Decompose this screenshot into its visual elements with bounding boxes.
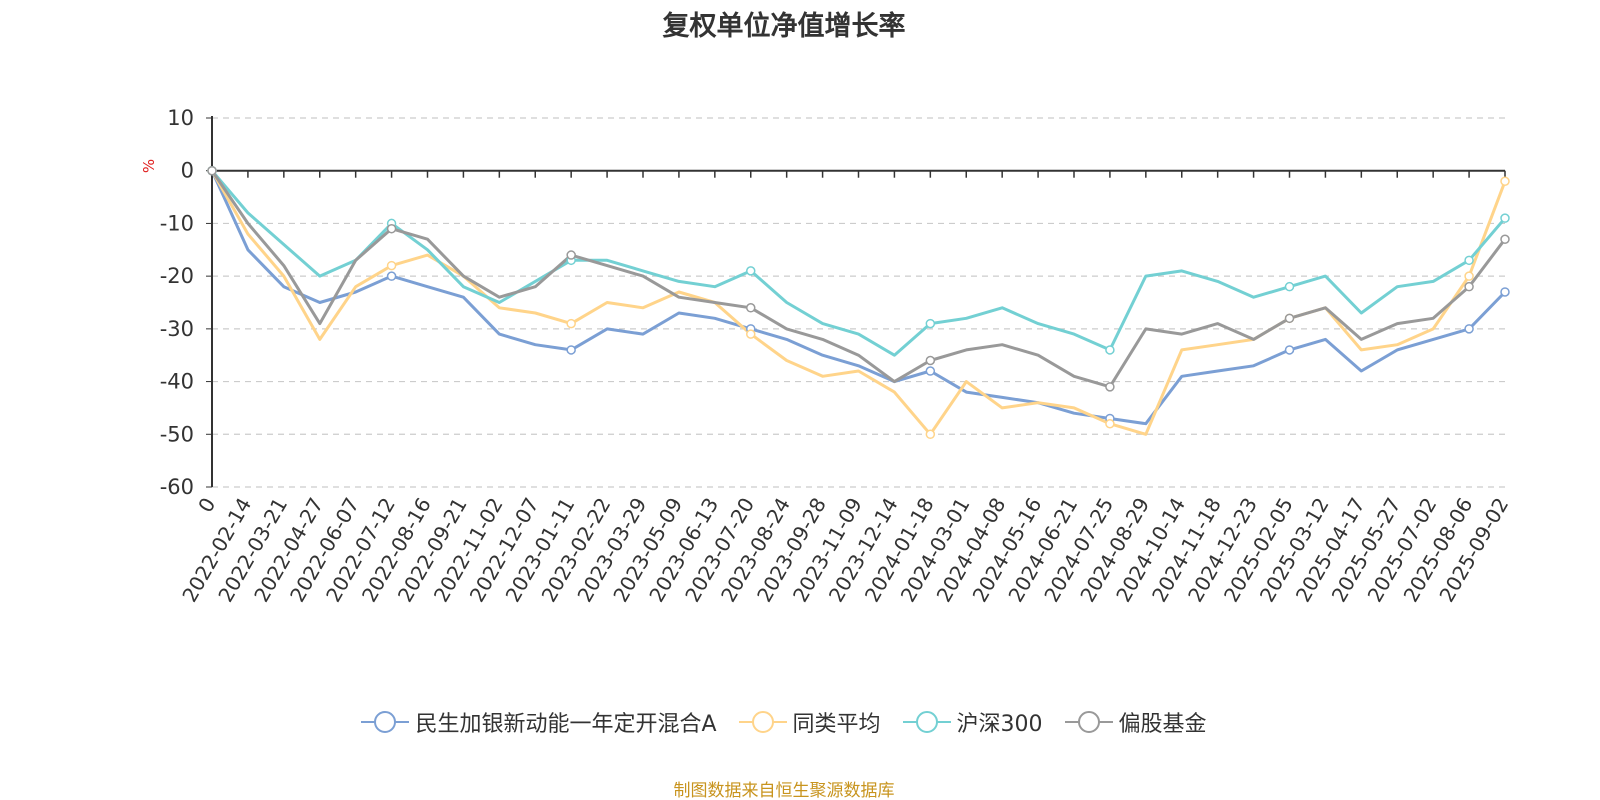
y-tick-label: 10 <box>167 106 194 130</box>
legend-label-csi300: 沪深300 <box>956 712 1043 737</box>
series-point-0 <box>1500 287 1510 297</box>
series-point-3 <box>925 355 936 366</box>
legend-symbol-peer-average <box>738 711 787 733</box>
legend-item-equity-funds[interactable]: 偏股基金 <box>1064 706 1207 738</box>
series-line-0 <box>210 170 1507 426</box>
series-markers <box>207 165 1510 440</box>
y-tick-label: 0 <box>181 159 194 183</box>
legend-item-csi300[interactable]: 沪深300 <box>902 706 1043 738</box>
chart-title: 复权单位净值增长率 <box>662 11 906 42</box>
y-tick-label: -50 <box>160 422 194 446</box>
y-tick-label: -30 <box>160 317 194 341</box>
series-point-0 <box>566 345 576 355</box>
series-line-1 <box>210 169 1507 436</box>
series-point-0 <box>1464 324 1474 334</box>
series-point-0 <box>386 271 397 281</box>
series-point-2 <box>746 266 756 276</box>
legend-symbol-fund <box>361 711 410 733</box>
series-point-2 <box>1500 213 1510 223</box>
series-point-3 <box>1284 313 1295 324</box>
legend-symbol-csi300 <box>902 711 951 733</box>
legend-symbol-equity-funds <box>1064 711 1113 733</box>
legend-item-fund[interactable]: 民生加银新动能一年定开混合A <box>361 706 717 738</box>
y-tick-label: -20 <box>160 264 194 288</box>
y-tick-label: -60 <box>160 475 194 499</box>
series-point-1 <box>1500 176 1510 187</box>
series-point-3 <box>1464 281 1474 292</box>
series-point-1 <box>746 329 756 339</box>
series-point-1 <box>1105 418 1115 429</box>
x-tick-label: 0 <box>193 494 220 517</box>
chart-legend: 民生加银新动能一年定开混合A 同类平均 沪深300 偏股基金 <box>0 706 1568 738</box>
series-point-1 <box>925 429 936 440</box>
series-point-3 <box>1500 234 1510 244</box>
y-tick-label: -10 <box>160 211 194 235</box>
series-point-3 <box>566 250 576 260</box>
series-line-3 <box>210 169 1507 389</box>
series-point-2 <box>925 318 936 329</box>
series-point-3 <box>386 223 397 234</box>
legend-item-peer-average[interactable]: 同类平均 <box>738 706 881 738</box>
series-point-3 <box>746 303 756 313</box>
y-axis-unit: % <box>140 159 158 173</box>
series-point-1 <box>566 318 576 329</box>
series-point-3 <box>207 165 217 176</box>
legend-label-equity-funds: 偏股基金 <box>1118 712 1207 737</box>
series-lines <box>210 169 1507 436</box>
source-note: 制图数据来自恒生聚源数据库 <box>673 781 895 800</box>
series-point-3 <box>1105 382 1115 392</box>
series-point-0 <box>925 366 936 376</box>
series-point-2 <box>1284 281 1295 292</box>
series-point-2 <box>1464 255 1474 266</box>
legend-label-fund: 民生加银新动能一年定开混合A <box>415 712 717 737</box>
series-point-1 <box>1464 271 1474 281</box>
line-chart: 100-10-20-30-40-50-60%02022-02-142022-03… <box>140 106 1513 606</box>
y-tick-label: -40 <box>160 370 194 394</box>
series-point-1 <box>386 260 397 271</box>
series-point-0 <box>1284 345 1295 355</box>
legend-label-peer-average: 同类平均 <box>792 712 881 737</box>
series-point-2 <box>1105 345 1115 355</box>
